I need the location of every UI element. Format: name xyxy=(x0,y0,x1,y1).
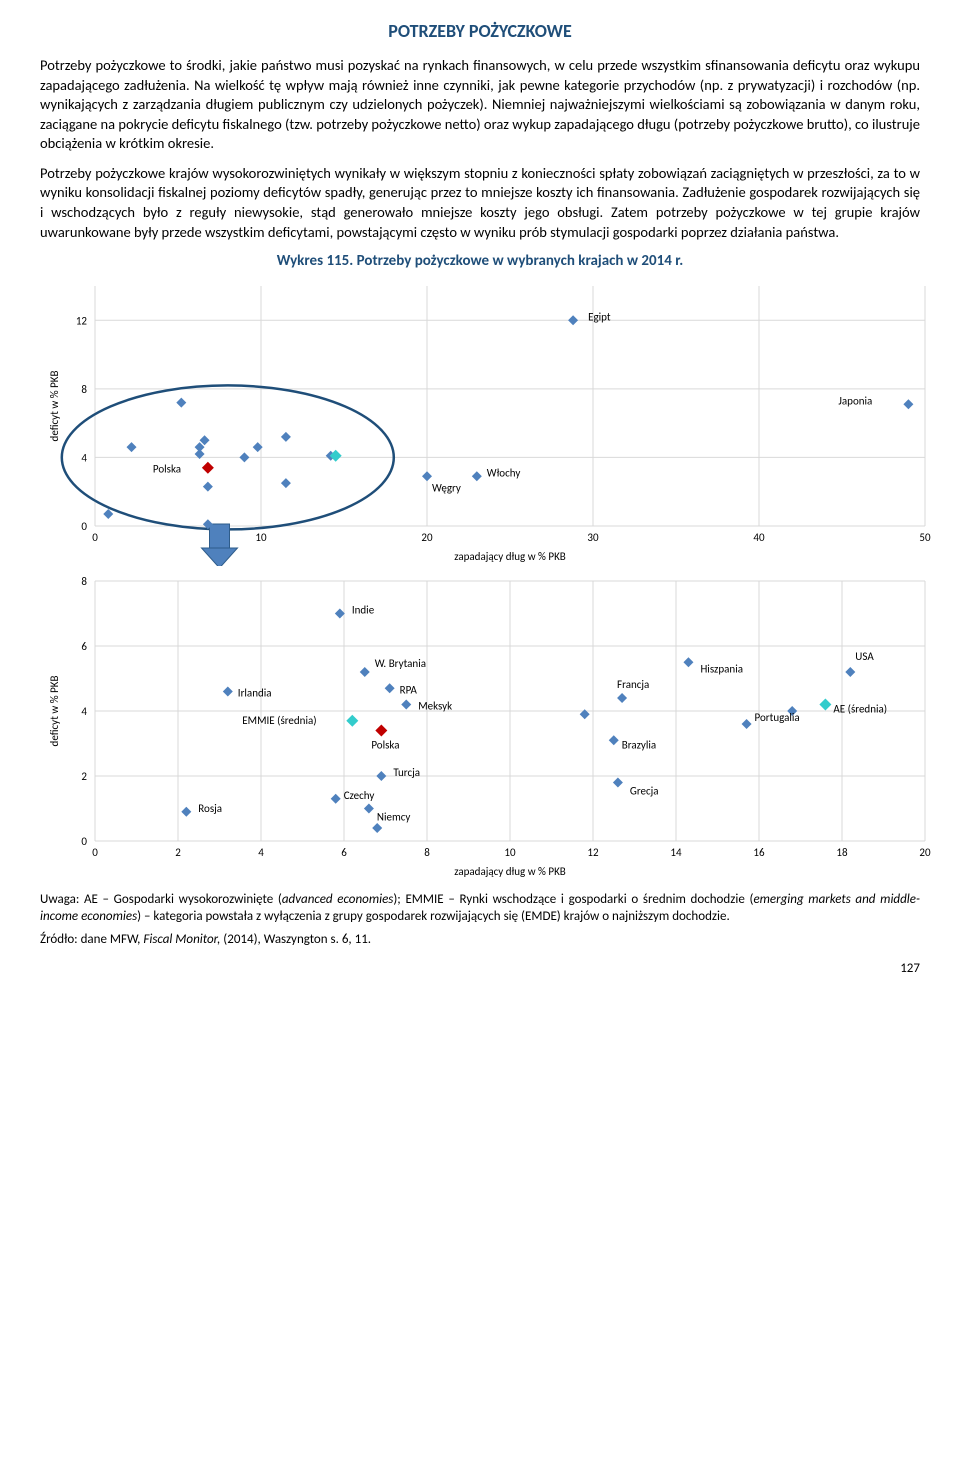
source-line: Źródło: dane MFW, Fiscal Monitor, (2014)… xyxy=(40,932,920,947)
svg-text:EMMIE (średnia): EMMIE (średnia) xyxy=(242,714,316,727)
svg-text:Polska: Polska xyxy=(371,739,399,752)
svg-text:10: 10 xyxy=(504,846,516,859)
paragraph-1: Potrzeby pożyczkowe to środki, jakie pań… xyxy=(40,56,920,154)
svg-text:Japonia: Japonia xyxy=(838,394,872,407)
svg-text:30: 30 xyxy=(587,531,599,544)
svg-text:4: 4 xyxy=(81,705,87,718)
svg-text:AE (średnia): AE (średnia) xyxy=(833,703,887,716)
paragraph-2: Potrzeby pożyczkowe krajów wysokorozwini… xyxy=(40,164,920,242)
svg-text:Irlandia: Irlandia xyxy=(238,687,272,700)
svg-text:USA: USA xyxy=(855,650,874,663)
chart-2: 0246810121416182002468zapadający dług w … xyxy=(40,571,920,886)
svg-text:Portugalia: Portugalia xyxy=(755,711,800,724)
svg-text:18: 18 xyxy=(836,846,848,859)
svg-text:W. Brytania: W. Brytania xyxy=(375,657,426,670)
svg-text:Grecja: Grecja xyxy=(630,785,659,798)
svg-text:14: 14 xyxy=(670,846,682,859)
footnote: Uwaga: AE – Gospodarki wysokorozwinięte … xyxy=(40,892,920,926)
svg-text:8: 8 xyxy=(81,383,87,396)
svg-text:Rosja: Rosja xyxy=(198,802,222,815)
page-number: 127 xyxy=(40,961,920,976)
svg-text:8: 8 xyxy=(81,575,87,588)
svg-text:Indie: Indie xyxy=(352,604,375,617)
svg-text:20: 20 xyxy=(919,846,931,859)
svg-text:2: 2 xyxy=(175,846,181,859)
svg-text:Egipt: Egipt xyxy=(588,310,611,323)
svg-text:0: 0 xyxy=(92,846,98,859)
svg-text:20: 20 xyxy=(421,531,433,544)
svg-text:6: 6 xyxy=(81,640,87,653)
svg-text:8: 8 xyxy=(424,846,430,859)
svg-text:0: 0 xyxy=(92,531,98,544)
svg-text:Meksyk: Meksyk xyxy=(418,700,452,713)
svg-text:deficyt w % PKB: deficyt w % PKB xyxy=(48,676,61,747)
svg-text:10: 10 xyxy=(255,531,267,544)
svg-text:0: 0 xyxy=(81,520,87,533)
svg-text:0: 0 xyxy=(81,835,87,848)
svg-text:Hiszpania: Hiszpania xyxy=(700,662,743,675)
svg-text:zapadający dług w % PKB: zapadający dług w % PKB xyxy=(454,550,566,563)
svg-text:12: 12 xyxy=(76,314,88,327)
svg-text:Polska: Polska xyxy=(153,463,181,476)
chart-title: Wykres 115. Potrzeby pożyczkowe w wybran… xyxy=(40,252,920,270)
svg-text:Brazylia: Brazylia xyxy=(622,738,656,751)
svg-text:2: 2 xyxy=(81,770,87,783)
svg-text:RPA: RPA xyxy=(400,683,418,696)
svg-text:Włochy: Włochy xyxy=(487,466,521,479)
svg-text:Czechy: Czechy xyxy=(344,789,375,802)
page-container: POTRZEBY POŻYCZKOWE Potrzeby pożyczkowe … xyxy=(20,0,940,986)
svg-text:Francja: Francja xyxy=(617,678,649,691)
svg-text:deficyt w % PKB: deficyt w % PKB xyxy=(48,371,61,442)
svg-text:16: 16 xyxy=(753,846,765,859)
svg-text:6: 6 xyxy=(341,846,347,859)
chart-1: 0102030405004812zapadający dług w % PKBd… xyxy=(40,276,920,571)
svg-text:Węgry: Węgry xyxy=(432,481,461,494)
svg-text:12: 12 xyxy=(587,846,599,859)
svg-text:4: 4 xyxy=(258,846,264,859)
svg-text:50: 50 xyxy=(919,531,931,544)
source-text: Źródło: dane MFW, Fiscal Monitor, (2014)… xyxy=(40,932,371,947)
svg-text:4: 4 xyxy=(81,451,87,464)
svg-text:Niemcy: Niemcy xyxy=(377,811,411,824)
page-title: POTRZEBY POŻYCZKOWE xyxy=(40,20,920,42)
svg-text:Turcja: Turcja xyxy=(393,766,420,779)
svg-text:40: 40 xyxy=(753,531,765,544)
svg-text:zapadający dług w % PKB: zapadający dług w % PKB xyxy=(454,865,566,878)
